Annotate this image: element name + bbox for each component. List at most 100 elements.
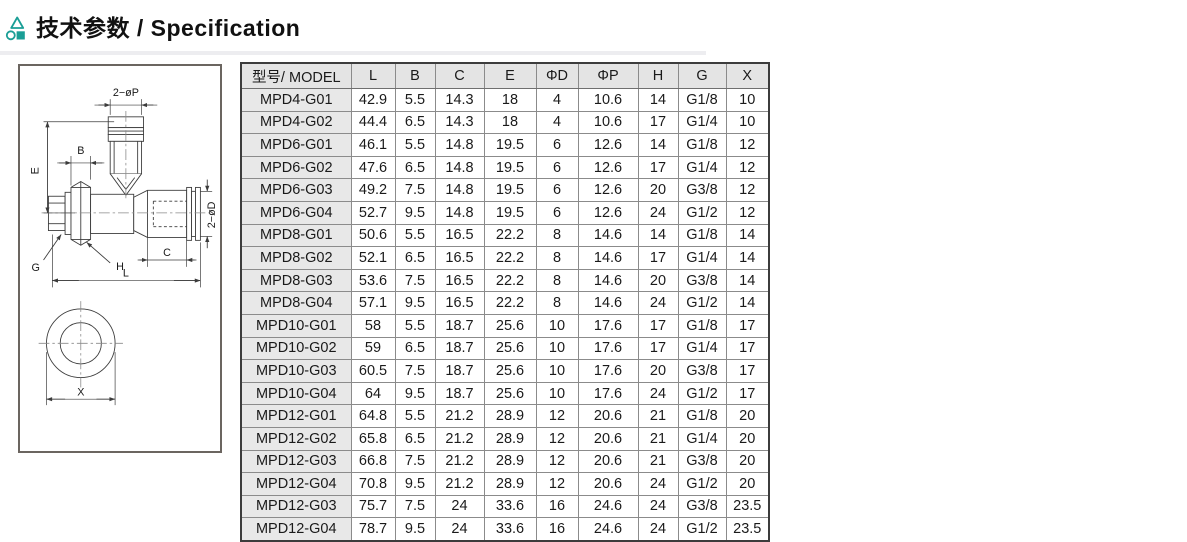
cell-h: 17 (637, 110, 679, 135)
cell-model: MPD12-G02 (240, 426, 352, 451)
cell-g: G1/4 (677, 426, 727, 451)
cell-c: 21.2 (434, 472, 485, 496)
column-header-p: ΦP (577, 62, 639, 89)
cell-d: 8 (535, 268, 579, 293)
cell-model: MPD10-G04 (240, 381, 352, 406)
cell-l: 44.4 (350, 110, 396, 135)
page-title: 技术参数 / Specification (36, 15, 301, 41)
cell-g: G1/2 (677, 472, 727, 496)
cell-p: 12.6 (577, 200, 639, 225)
cell-l: 58 (350, 313, 396, 338)
cell-h: 24 (637, 517, 679, 542)
cell-c: 24 (434, 494, 485, 519)
column-header-g: G (677, 62, 727, 89)
cell-x: 12 (725, 155, 770, 180)
table-row: MPD6-G04 52.7 9.5 14.8 19.5 6 12.6 24 G1/2 12 (240, 200, 770, 225)
cell-model: MPD8-G01 (240, 223, 352, 248)
cell-c: 16.5 (434, 291, 485, 315)
cell-g: G1/4 (677, 155, 727, 180)
cell-x: 12 (725, 133, 770, 157)
cell-x: 12 (725, 178, 770, 202)
cell-e: 18 (483, 110, 537, 135)
cell-h: 20 (637, 178, 679, 202)
cell-h: 24 (637, 494, 679, 519)
cell-h: 21 (637, 426, 679, 451)
cell-p: 20.6 (577, 449, 639, 474)
cell-x: 12 (725, 200, 770, 225)
cell-p: 20.6 (577, 404, 639, 428)
cell-l: 59 (350, 336, 396, 361)
cell-d: 10 (535, 381, 579, 406)
cell-d: 12 (535, 472, 579, 496)
cell-x: 14 (725, 268, 770, 293)
cell-b: 6.5 (394, 155, 436, 180)
cell-g: G1/4 (677, 110, 727, 135)
cell-l: 70.8 (350, 472, 396, 496)
cell-d: 6 (535, 178, 579, 202)
cell-g: G3/8 (677, 449, 727, 474)
column-header-model: 型号/ MODEL (240, 62, 352, 89)
cell-d: 4 (535, 110, 579, 135)
cell-c: 14.8 (434, 200, 485, 225)
cell-e: 28.9 (483, 449, 537, 474)
cell-l: 42.9 (350, 88, 396, 112)
cell-l: 52.1 (350, 246, 396, 270)
cell-x: 10 (725, 88, 770, 112)
cell-c: 14.3 (434, 88, 485, 112)
cell-model: MPD8-G02 (240, 246, 352, 270)
cell-b: 7.5 (394, 449, 436, 474)
cell-c: 18.7 (434, 313, 485, 338)
column-header-h: H (637, 62, 679, 89)
cell-b: 7.5 (394, 359, 436, 383)
cell-p: 14.6 (577, 223, 639, 248)
cell-x: 14 (725, 291, 770, 315)
cell-model: MPD12-G04 (240, 472, 352, 496)
cell-b: 7.5 (394, 178, 436, 202)
cell-l: 46.1 (350, 133, 396, 157)
table-row: MPD10-G02 59 6.5 18.7 25.6 10 17.6 17 G1/4 17 (240, 336, 770, 361)
table-row: MPD8-G03 53.6 7.5 16.5 22.2 8 14.6 20 G3/8 14 (240, 268, 770, 293)
cell-model: MPD12-G03 (240, 449, 352, 474)
cell-g: G1/8 (677, 313, 727, 338)
cell-e: 25.6 (483, 336, 537, 361)
cell-b: 5.5 (394, 223, 436, 248)
cell-p: 12.6 (577, 133, 639, 157)
cell-model: MPD10-G03 (240, 359, 352, 383)
cell-h: 24 (637, 472, 679, 496)
cell-l: 65.8 (350, 426, 396, 451)
cell-g: G1/2 (677, 381, 727, 406)
label-g: G (31, 262, 39, 274)
cell-c: 16.5 (434, 268, 485, 293)
table-row: MPD12-G01 64.8 5.5 21.2 28.9 12 20.6 21 G1/8 20 (240, 404, 770, 428)
cell-h: 17 (637, 313, 679, 338)
table-header-row: 型号/ MODEL L B C E ΦD ΦP H G X (240, 62, 770, 89)
cell-x: 17 (725, 381, 770, 406)
cell-model: MPD4-G02 (240, 110, 352, 135)
cell-e: 19.5 (483, 133, 537, 157)
cell-l: 47.6 (350, 155, 396, 180)
cell-e: 28.9 (483, 472, 537, 496)
cell-p: 17.6 (577, 336, 639, 361)
cell-l: 64 (350, 381, 396, 406)
cell-c: 14.3 (434, 110, 485, 135)
cell-model: MPD12-G01 (240, 404, 352, 428)
cell-b: 9.5 (394, 200, 436, 225)
column-header-l: L (350, 62, 396, 89)
cell-p: 10.6 (577, 88, 639, 112)
cell-x: 17 (725, 313, 770, 338)
cell-l: 53.6 (350, 268, 396, 293)
cell-d: 12 (535, 449, 579, 474)
cell-d: 8 (535, 291, 579, 315)
cell-g: G1/8 (677, 133, 727, 157)
cell-g: G1/4 (677, 246, 727, 270)
fitting-dimension-drawing: 2−øP E B 2−øD G H C L X (30, 87, 218, 406)
label-phi-p: 2−øP (113, 87, 139, 99)
cell-b: 6.5 (394, 110, 436, 135)
cell-b: 6.5 (394, 426, 436, 451)
cell-e: 25.6 (483, 381, 537, 406)
cell-c: 21.2 (434, 404, 485, 428)
cell-p: 12.6 (577, 155, 639, 180)
cell-c: 16.5 (434, 223, 485, 248)
cell-c: 16.5 (434, 246, 485, 270)
cell-h: 14 (637, 133, 679, 157)
